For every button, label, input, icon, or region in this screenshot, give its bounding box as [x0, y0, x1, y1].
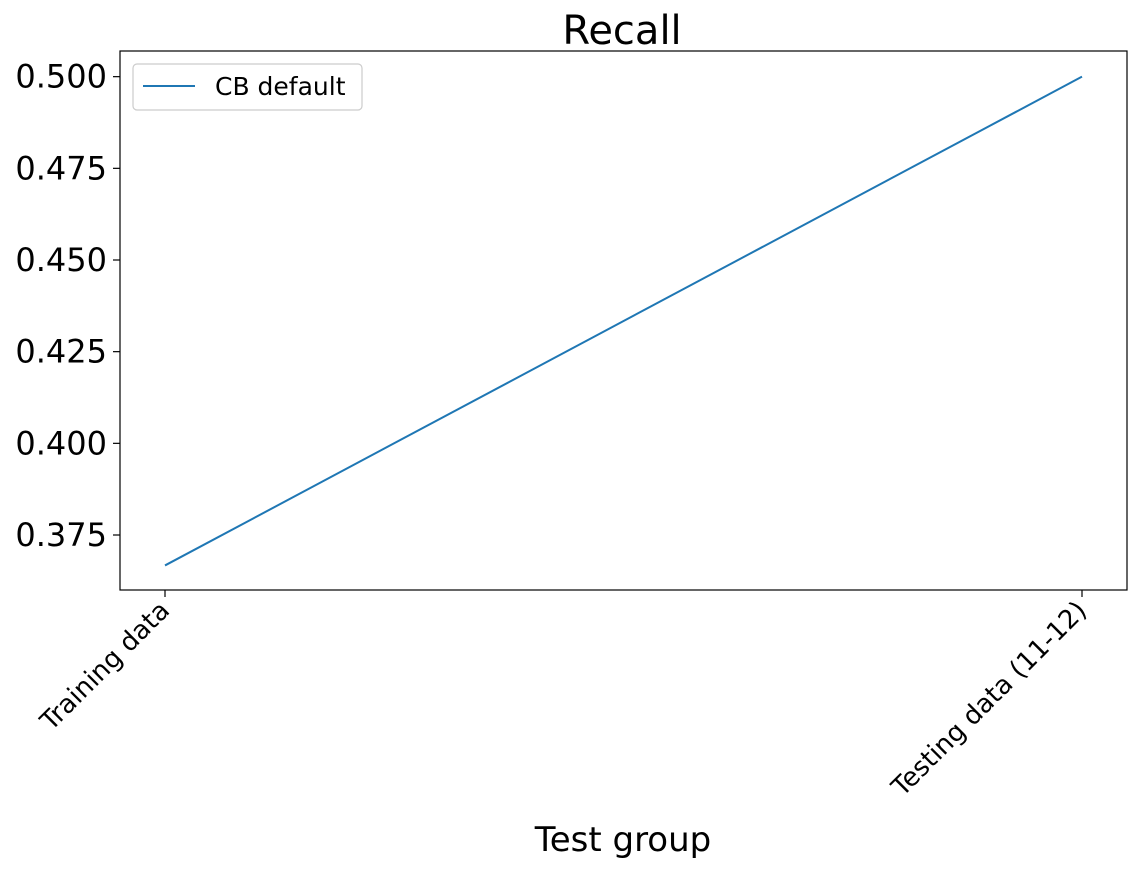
y-axis: 0.375 0.400 0.425 0.450 0.475 0.500: [15, 58, 120, 554]
series-line: [164, 75, 1083, 567]
legend-label: CB default: [215, 72, 346, 101]
y-tick-label: 0.500: [15, 58, 107, 96]
y-tick-label: 0.475: [15, 149, 107, 187]
legend: CB default: [132, 63, 363, 111]
chart-title: Recall: [562, 8, 681, 54]
legend-box: [132, 63, 363, 111]
x-axis-label: Test group: [534, 820, 712, 860]
series-layer: [164, 75, 1083, 567]
y-tick-label: 0.375: [15, 516, 107, 554]
y-tick-label: 0.450: [15, 241, 107, 279]
plot-area-frame: [119, 50, 1128, 591]
y-tick-label: 0.425: [15, 333, 107, 371]
y-tick-label: 0.400: [15, 424, 107, 462]
